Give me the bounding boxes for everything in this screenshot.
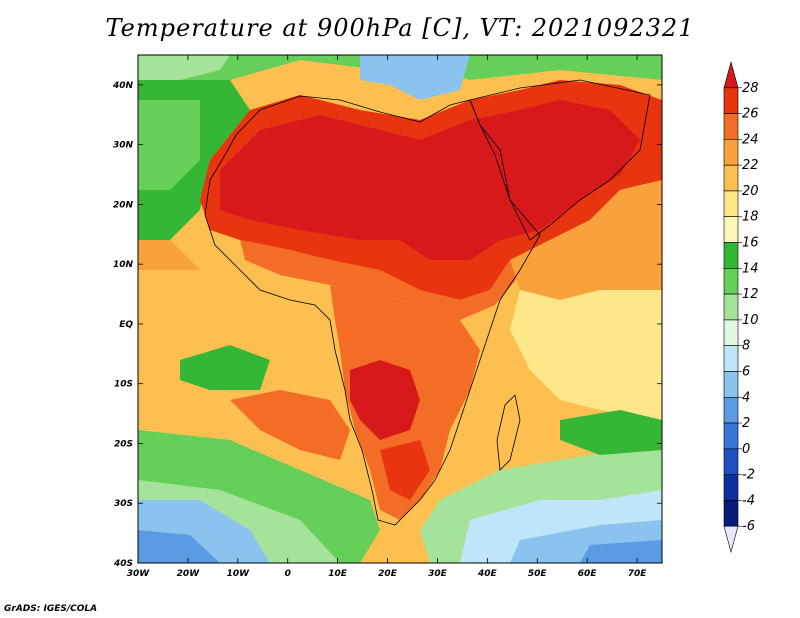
lon-tick-label: 10W [227, 569, 251, 579]
lat-tick-label: 10S [114, 380, 133, 390]
colorbar-label: -2 [742, 468, 755, 483]
colorbar-label: -4 [742, 493, 755, 508]
lon-tick-label: 20W [177, 569, 201, 579]
colorbar-segment [723, 448, 739, 475]
lon-tick-label: 30E [428, 569, 448, 579]
latitude-axis: 40N 30N 20N 10N EQ 10S 20S 30S 40S [112, 81, 662, 569]
lon-tick-label: 70E [628, 569, 648, 579]
colorbar-label: 28 [742, 81, 759, 96]
colorbar-segment [723, 371, 739, 398]
colorbar-segment [723, 396, 739, 424]
colorbar-label: 2 [742, 416, 750, 431]
lat-tick-label: 40S [113, 559, 133, 569]
colorbar-label: 0 [742, 442, 750, 457]
colorbar-label: 20 [742, 184, 759, 199]
lat-tick-label: 30S [114, 499, 133, 509]
lat-tick-label: 40N [112, 81, 134, 91]
colorbar-segment [723, 60, 739, 89]
colorbar-label: 8 [742, 339, 750, 354]
lon-tick-label: 0 [285, 569, 291, 579]
africa-coastline [204, 95, 541, 526]
colorbar-label: 6 [742, 364, 750, 379]
lon-tick-label: 40E [477, 569, 498, 579]
colorbar-segment [723, 345, 739, 372]
colorbar-label: 12 [742, 287, 759, 302]
colorbar-label: 10 [742, 313, 759, 328]
lon-tick-label: 60E [578, 569, 598, 579]
arabia-coastline [469, 79, 651, 241]
colorbar-label: 14 [742, 261, 759, 276]
colorbar-segment [723, 242, 739, 269]
lat-tick-label: 10N [113, 260, 134, 270]
map-title: Temperature at 900hPa [C], VT: 202109232… [105, 14, 695, 42]
credit-text: GrADS: IGES/COLA [4, 604, 98, 614]
colorbar-segment [723, 474, 739, 501]
lon-tick-label: 30W [127, 569, 151, 579]
lat-tick-label: EQ [119, 320, 133, 330]
lon-tick-label: 50E [528, 569, 548, 579]
colorbar-label: 16 [742, 236, 759, 251]
temperature-field [138, 55, 662, 563]
longitude-axis: 30W 20W 10W 0 10E 20E 30E 40E 50E 60E 70E [127, 55, 647, 579]
colorbar-segment [723, 422, 739, 450]
plot-frame [137, 54, 663, 564]
colorbar-segment [723, 139, 739, 166]
colorbar-segment [723, 190, 739, 218]
colorbar-label: 22 [742, 158, 759, 173]
colorbar-label: 24 [742, 132, 759, 147]
colorbar-segment [723, 293, 739, 321]
colorbar-segment [723, 525, 739, 554]
colorbar-segment [723, 216, 739, 243]
colorbar-segment [723, 113, 739, 140]
colorbar-segment [723, 500, 739, 527]
colorbar-segment [723, 164, 739, 192]
colorbar-segment [723, 319, 739, 346]
lon-tick-label: 10E [328, 569, 348, 579]
colorbar-label: 26 [742, 107, 759, 122]
colorbar-label: 18 [742, 210, 759, 225]
lat-tick-label: 20N [113, 200, 134, 210]
colorbar-label: -6 [742, 519, 755, 534]
colorbar-segment [723, 87, 739, 114]
madagascar-coastline [496, 394, 521, 471]
colorbar-segment [723, 268, 739, 295]
colorbar-label: 4 [742, 390, 750, 405]
lat-tick-label: 20S [114, 439, 133, 449]
lon-tick-label: 20E [378, 569, 398, 579]
lat-tick-label: 30N [113, 141, 134, 151]
